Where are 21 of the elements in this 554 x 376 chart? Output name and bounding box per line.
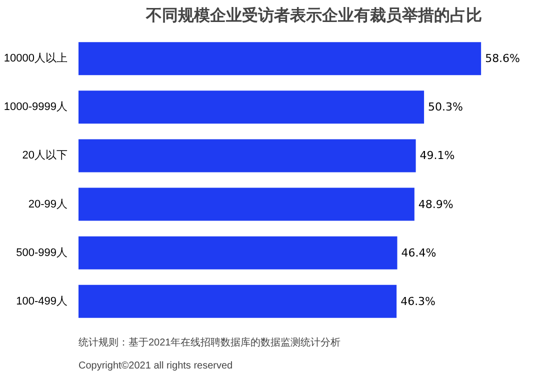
data-label: 49.1%	[420, 149, 455, 162]
data-label: 46.4%	[401, 246, 436, 260]
y-tick-label: 20-99人	[28, 198, 68, 210]
bar	[78, 188, 414, 221]
bar	[78, 42, 482, 76]
bar	[78, 139, 416, 172]
text: 统计规则：基于2021年在线招聘数据库的数据监测统计分析	[78, 336, 341, 348]
text: Copyright©2021 all rights reserved	[78, 360, 233, 372]
y-tick-label: 1000-9999人	[4, 101, 68, 114]
y-tick-label: 10000人以上	[4, 52, 68, 65]
data-label: 58.6%	[485, 52, 520, 66]
bar	[78, 236, 398, 270]
bar	[78, 284, 397, 318]
y-tick-label: 20人以下	[22, 148, 68, 162]
data-label: 46.3%	[400, 294, 436, 308]
y-tick-label: 100-499人	[16, 295, 68, 308]
bar	[78, 90, 424, 124]
chart-title: 不同规模企业受访者表示企业有裁员举措的占比	[145, 6, 482, 24]
data-label: 48.9%	[418, 198, 454, 211]
data-label: 50.3%	[428, 100, 463, 114]
y-tick-label: 500-999人	[16, 246, 68, 259]
